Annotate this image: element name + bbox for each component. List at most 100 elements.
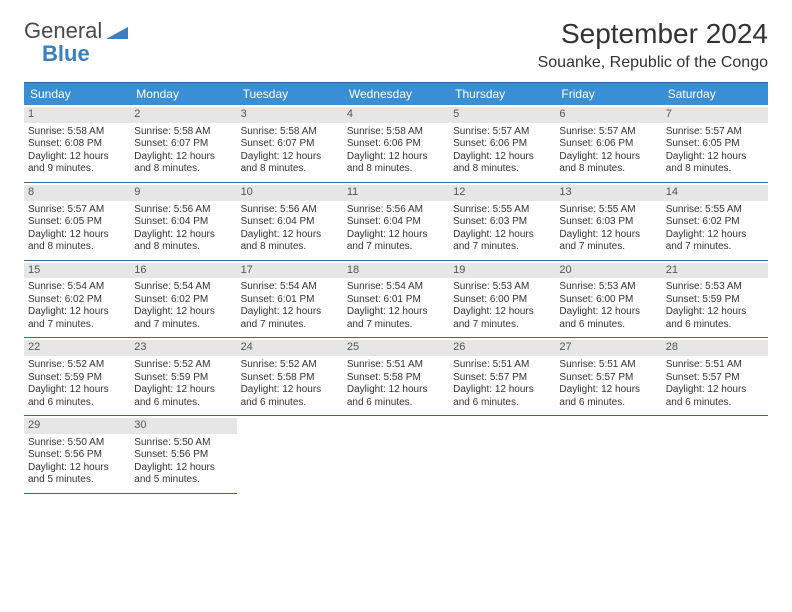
sunrise-line: Sunrise: 5:57 AM	[28, 204, 126, 217]
daylight-line: Daylight: 12 hours and 6 minutes.	[347, 384, 445, 409]
daylight-line: Daylight: 12 hours and 6 minutes.	[28, 384, 126, 409]
sunset-line: Sunset: 5:58 PM	[241, 372, 339, 385]
day-number: 4	[343, 107, 449, 123]
sunrise-line: Sunrise: 5:54 AM	[241, 281, 339, 294]
day-cell: 2Sunrise: 5:58 AMSunset: 6:07 PMDaylight…	[130, 105, 236, 183]
sunset-line: Sunset: 6:04 PM	[347, 216, 445, 229]
sunset-line: Sunset: 5:56 PM	[28, 449, 126, 462]
daylight-line: Daylight: 12 hours and 8 minutes.	[666, 151, 764, 176]
empty-cell	[449, 416, 555, 494]
sunset-line: Sunset: 6:01 PM	[241, 294, 339, 307]
dow-header: Monday	[130, 83, 236, 105]
sunset-line: Sunset: 6:02 PM	[134, 294, 232, 307]
day-cell: 18Sunrise: 5:54 AMSunset: 6:01 PMDayligh…	[343, 261, 449, 339]
day-cell: 8Sunrise: 5:57 AMSunset: 6:05 PMDaylight…	[24, 183, 130, 261]
sunrise-line: Sunrise: 5:57 AM	[666, 126, 764, 139]
sunset-line: Sunset: 6:03 PM	[453, 216, 551, 229]
day-cell: 25Sunrise: 5:51 AMSunset: 5:58 PMDayligh…	[343, 338, 449, 416]
day-number: 6	[555, 107, 661, 123]
day-cell: 3Sunrise: 5:58 AMSunset: 6:07 PMDaylight…	[237, 105, 343, 183]
dow-header: Saturday	[662, 83, 768, 105]
sunset-line: Sunset: 6:04 PM	[241, 216, 339, 229]
day-cell: 5Sunrise: 5:57 AMSunset: 6:06 PMDaylight…	[449, 105, 555, 183]
sunset-line: Sunset: 6:06 PM	[347, 138, 445, 151]
sunrise-line: Sunrise: 5:52 AM	[28, 359, 126, 372]
sunrise-line: Sunrise: 5:54 AM	[347, 281, 445, 294]
day-number: 25	[343, 340, 449, 356]
day-number: 11	[343, 185, 449, 201]
sunrise-line: Sunrise: 5:58 AM	[241, 126, 339, 139]
daylight-line: Daylight: 12 hours and 7 minutes.	[453, 229, 551, 254]
day-number: 26	[449, 340, 555, 356]
empty-cell	[662, 416, 768, 494]
sunrise-line: Sunrise: 5:50 AM	[134, 437, 232, 450]
title-block: September 2024 Souanke, Republic of the …	[538, 18, 768, 72]
sunrise-line: Sunrise: 5:56 AM	[347, 204, 445, 217]
day-number: 22	[24, 340, 130, 356]
sunrise-line: Sunrise: 5:51 AM	[453, 359, 551, 372]
day-cell: 11 Sunrise: 5:56 AMSunset: 6:04 PMDayligh…	[343, 183, 449, 261]
daylight-line: Daylight: 12 hours and 6 minutes.	[559, 384, 657, 409]
sunrise-line: Sunrise: 5:55 AM	[666, 204, 764, 217]
calendar-page: General Blue September 2024 Souanke, Rep…	[0, 0, 792, 512]
day-number: 24	[237, 340, 343, 356]
sunset-line: Sunset: 6:00 PM	[453, 294, 551, 307]
day-cell: 15Sunrise: 5:54 AMSunset: 6:02 PMDayligh…	[24, 261, 130, 339]
dow-header: Sunday	[24, 83, 130, 105]
header: General Blue September 2024 Souanke, Rep…	[24, 18, 768, 72]
daylight-line: Daylight: 12 hours and 8 minutes.	[134, 151, 232, 176]
sunrise-line: Sunrise: 5:52 AM	[134, 359, 232, 372]
day-cell: 6Sunrise: 5:57 AMSunset: 6:06 PMDaylight…	[555, 105, 661, 183]
day-number: 10	[237, 185, 343, 201]
daylight-line: Daylight: 12 hours and 7 minutes.	[134, 306, 232, 331]
location: Souanke, Republic of the Congo	[538, 54, 768, 72]
day-cell: 19Sunrise: 5:53 AMSunset: 6:00 PMDayligh…	[449, 261, 555, 339]
calendar-grid: SundayMondayTuesdayWednesdayThursdayFrid…	[24, 82, 768, 494]
daylight-line: Daylight: 12 hours and 6 minutes.	[134, 384, 232, 409]
daylight-line: Daylight: 12 hours and 8 minutes.	[559, 151, 657, 176]
sunrise-line: Sunrise: 5:54 AM	[28, 281, 126, 294]
day-number: 28	[662, 340, 768, 356]
sunset-line: Sunset: 6:08 PM	[28, 138, 126, 151]
day-cell: 26Sunrise: 5:51 AMSunset: 5:57 PMDayligh…	[449, 338, 555, 416]
dow-header: Wednesday	[343, 83, 449, 105]
daylight-line: Daylight: 12 hours and 8 minutes.	[241, 151, 339, 176]
daylight-line: Daylight: 12 hours and 8 minutes.	[347, 151, 445, 176]
daylight-line: Daylight: 12 hours and 5 minutes.	[28, 462, 126, 487]
sunrise-line: Sunrise: 5:52 AM	[241, 359, 339, 372]
sunset-line: Sunset: 6:05 PM	[28, 216, 126, 229]
day-cell: 13Sunrise: 5:55 AMSunset: 6:03 PMDayligh…	[555, 183, 661, 261]
sunrise-line: Sunrise: 5:58 AM	[134, 126, 232, 139]
day-number: 9	[130, 185, 236, 201]
day-number: 13	[555, 185, 661, 201]
sunset-line: Sunset: 5:57 PM	[666, 372, 764, 385]
day-number: 20	[555, 263, 661, 279]
day-cell: 23Sunrise: 5:52 AMSunset: 5:59 PMDayligh…	[130, 338, 236, 416]
sunrise-line: Sunrise: 5:56 AM	[241, 204, 339, 217]
sunset-line: Sunset: 5:59 PM	[666, 294, 764, 307]
day-number: 3	[237, 107, 343, 123]
day-cell: 7Sunrise: 5:57 AMSunset: 6:05 PMDaylight…	[662, 105, 768, 183]
sunset-line: Sunset: 6:06 PM	[559, 138, 657, 151]
daylight-line: Daylight: 12 hours and 8 minutes.	[453, 151, 551, 176]
day-number: 19	[449, 263, 555, 279]
day-number: 7	[662, 107, 768, 123]
sunrise-line: Sunrise: 5:57 AM	[453, 126, 551, 139]
day-number: 12	[449, 185, 555, 201]
day-number: 27	[555, 340, 661, 356]
sunset-line: Sunset: 5:56 PM	[134, 449, 232, 462]
day-number: 16	[130, 263, 236, 279]
sunrise-line: Sunrise: 5:53 AM	[666, 281, 764, 294]
sunset-line: Sunset: 6:06 PM	[453, 138, 551, 151]
day-cell: 29Sunrise: 5:50 AMSunset: 5:56 PMDayligh…	[24, 416, 130, 494]
sunrise-line: Sunrise: 5:51 AM	[347, 359, 445, 372]
day-number: 18	[343, 263, 449, 279]
sunrise-line: Sunrise: 5:55 AM	[453, 204, 551, 217]
day-number: 21	[662, 263, 768, 279]
empty-cell	[237, 416, 343, 494]
dow-header: Friday	[555, 83, 661, 105]
sunset-line: Sunset: 6:02 PM	[28, 294, 126, 307]
day-cell: 12 Sunrise: 5:55 AMSunset: 6:03 PMDayligh…	[449, 183, 555, 261]
daylight-line: Daylight: 12 hours and 7 minutes.	[347, 229, 445, 254]
sunrise-line: Sunrise: 5:51 AM	[666, 359, 764, 372]
